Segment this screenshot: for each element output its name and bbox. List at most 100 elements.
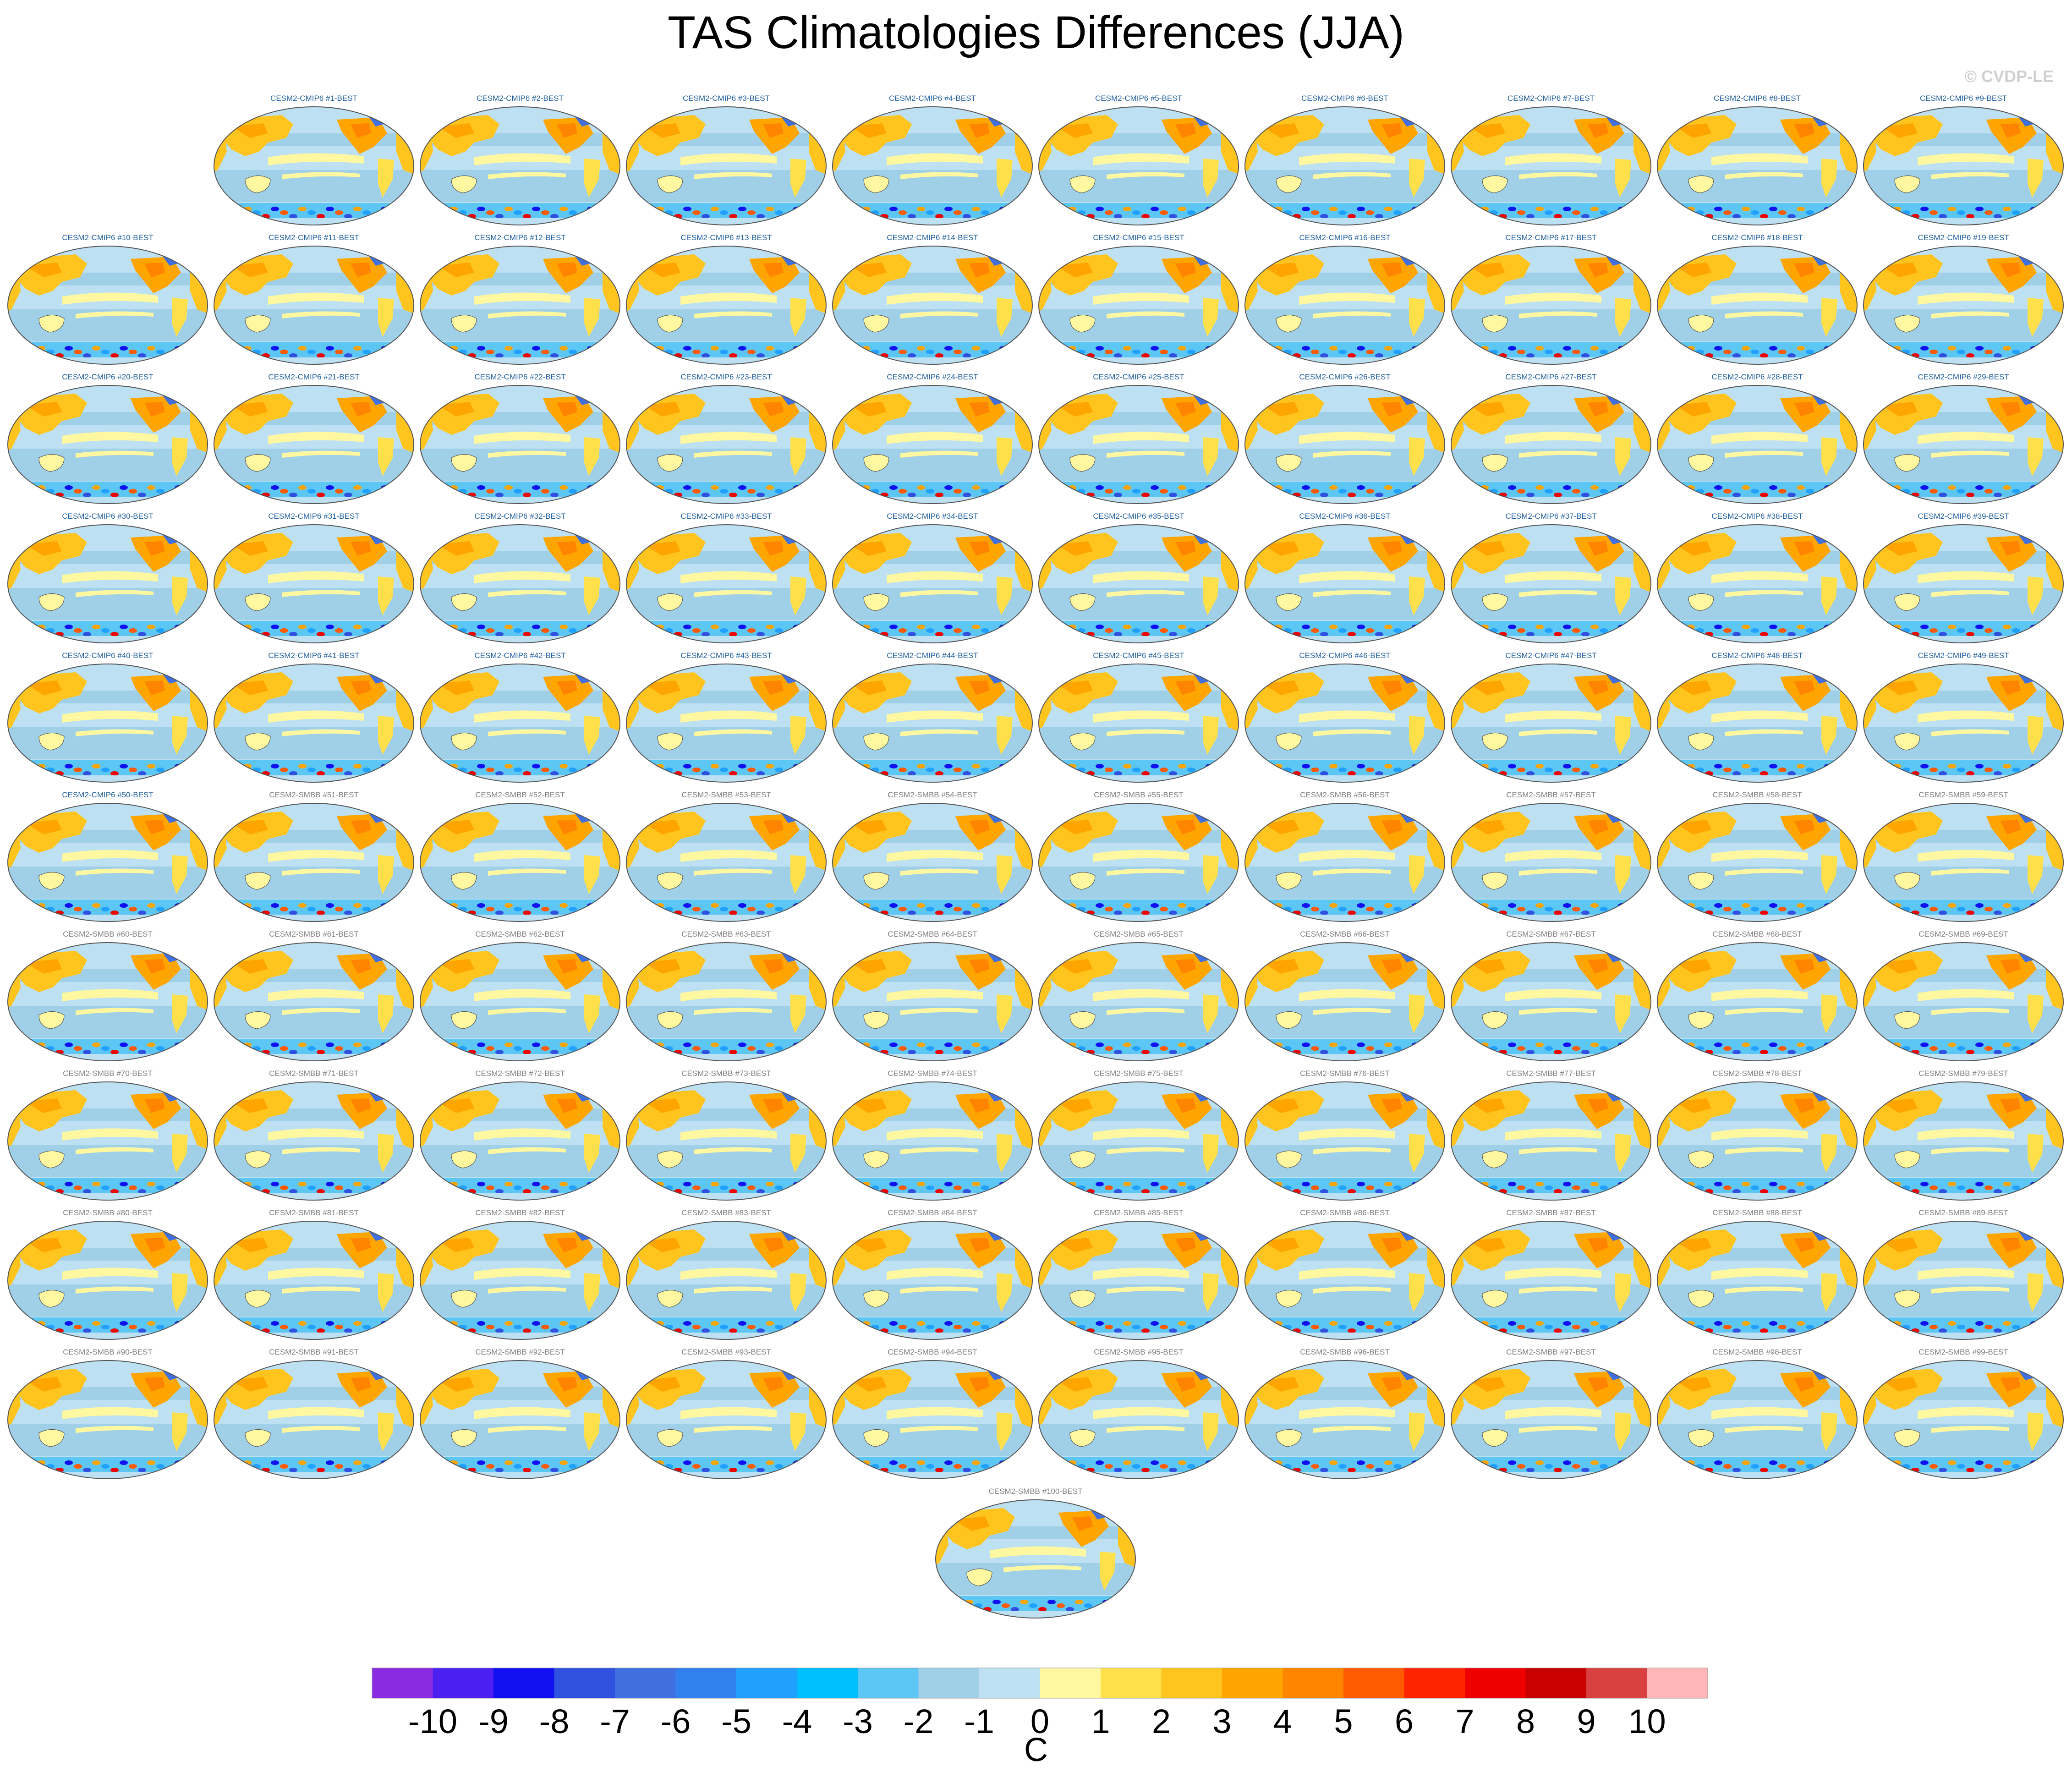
colorbar-box (1040, 1668, 1101, 1698)
panel-title: CESM2-CMIP6 #48-BEST (1711, 651, 1803, 660)
panel-title: CESM2-CMIP6 #25-BEST (1093, 373, 1184, 381)
colorbar-tick-label: 5 (1334, 1702, 1353, 1740)
map-panel: CESM2-CMIP6 #42-BEST (419, 651, 621, 784)
panel-title: CESM2-CMIP6 #37-BEST (1505, 512, 1597, 521)
map-panel: CESM2-CMIP6 #23-BEST (625, 373, 827, 505)
map-panel: CESM2-CMIP6 #20-BEST (7, 373, 208, 505)
panel-title: CESM2-SMBB #75-BEST (1094, 1069, 1184, 1078)
map-panel: CESM2-SMBB #98-BEST (1656, 1348, 1858, 1481)
map-panel: CESM2-SMBB #87-BEST (1450, 1208, 1652, 1341)
map-panel: CESM2-SMBB #72-BEST (419, 1069, 621, 1202)
panel-title: CESM2-SMBB #57-BEST (1506, 790, 1596, 799)
map-panel: CESM2-SMBB #95-BEST (1038, 1348, 1239, 1481)
map-panel: CESM2-CMIP6 #48-BEST (1656, 651, 1858, 784)
panel-title: CESM2-SMBB #81-BEST (269, 1208, 359, 1217)
map-panel: CESM2-CMIP6 #30-BEST (7, 512, 208, 645)
panel-title: CESM2-CMIP6 #38-BEST (1711, 512, 1803, 521)
colorbar-unit: C (1024, 1732, 1048, 1768)
colorbar-box (554, 1668, 615, 1698)
map-panel: CESM2-SMBB #57-BEST (1450, 790, 1652, 923)
map-panel: CESM2-SMBB #52-BEST (419, 790, 621, 923)
panel-title: CESM2-CMIP6 #11-BEST (268, 233, 360, 242)
colorbar-tick-label: 1 (1091, 1702, 1110, 1740)
panel-title: CESM2-CMIP6 #1-BEST (270, 94, 357, 103)
map-panel: CESM2-CMIP6 #49-BEST (1863, 651, 2064, 784)
panel-title: CESM2-SMBB #70-BEST (63, 1069, 153, 1078)
panel-title: CESM2-CMIP6 #18-BEST (1711, 233, 1803, 242)
map-panel: CESM2-CMIP6 #15-BEST (1038, 233, 1239, 366)
map-panel: CESM2-SMBB #76-BEST (1244, 1069, 1446, 1202)
colorbar-box (1283, 1668, 1343, 1698)
panel-title: CESM2-SMBB #84-BEST (888, 1208, 977, 1217)
map-panel: CESM2-CMIP6 #19-BEST (1863, 233, 2064, 366)
panel-title: CESM2-SMBB #51-BEST (269, 790, 359, 799)
colorbar-tick-label: -3 (843, 1702, 873, 1740)
colorbar-tick-label: -1 (964, 1702, 994, 1740)
map-panel: CESM2-CMIP6 #11-BEST (213, 233, 415, 366)
map-panel: CESM2-SMBB #54-BEST (832, 790, 1033, 923)
colorbar-box (1222, 1668, 1283, 1698)
panel-title: CESM2-CMIP6 #45-BEST (1093, 651, 1184, 660)
colorbar-box (979, 1668, 1040, 1698)
map-panel: CESM2-CMIP6 #13-BEST (625, 233, 827, 366)
panel-title: CESM2-SMBB #59-BEST (1919, 790, 2008, 799)
map-panel: CESM2-SMBB #75-BEST (1038, 1069, 1239, 1202)
map-panel: CESM2-CMIP6 #26-BEST (1244, 373, 1446, 505)
panel-title: CESM2-CMIP6 #4-BEST (889, 94, 976, 103)
map-panel: CESM2-SMBB #62-BEST (419, 930, 621, 1063)
panel-title: CESM2-SMBB #83-BEST (681, 1208, 771, 1217)
panel-title: CESM2-CMIP6 #10-BEST (62, 233, 153, 242)
panel-title: CESM2-CMIP6 #30-BEST (62, 512, 153, 521)
panel-title: CESM2-CMIP6 #5-BEST (1095, 94, 1182, 103)
panel-title: CESM2-SMBB #62-BEST (475, 930, 565, 938)
map-panel: CESM2-CMIP6 #29-BEST (1863, 373, 2064, 505)
panel-title: CESM2-SMBB #82-BEST (475, 1208, 565, 1217)
colorbar-box (675, 1668, 736, 1698)
panel-title: CESM2-SMBB #87-BEST (1506, 1208, 1596, 1217)
panel-title: CESM2-SMBB #66-BEST (1300, 930, 1390, 938)
colorbar-tick-label: -6 (661, 1702, 691, 1740)
panel-title: CESM2-CMIP6 #49-BEST (1918, 651, 2009, 660)
panel-title: CESM2-CMIP6 #19-BEST (1918, 233, 2009, 242)
map-panel: CESM2-SMBB #84-BEST (832, 1208, 1033, 1341)
panel-title: CESM2-CMIP6 #43-BEST (680, 651, 772, 660)
map-panel: CESM2-SMBB #77-BEST (1450, 1069, 1652, 1202)
watermark: © CVDP-LE (1964, 67, 2054, 86)
panel-title: CESM2-SMBB #64-BEST (888, 930, 977, 938)
panel-title: CESM2-CMIP6 #36-BEST (1299, 512, 1391, 521)
map-panel: CESM2-SMBB #86-BEST (1244, 1208, 1446, 1341)
map-panel: CESM2-SMBB #91-BEST (213, 1348, 415, 1481)
colorbar-tick-label: 4 (1273, 1702, 1292, 1740)
map-panel: CESM2-SMBB #71-BEST (213, 1069, 415, 1202)
panel-title: CESM2-CMIP6 #21-BEST (268, 373, 360, 381)
panel-title: CESM2-SMBB #90-BEST (63, 1348, 153, 1356)
map-panel: CESM2-SMBB #100-BEST (935, 1487, 1136, 1620)
panel-title: CESM2-SMBB #76-BEST (1300, 1069, 1390, 1078)
panel-title: CESM2-SMBB #69-BEST (1919, 930, 2008, 938)
map-panel: CESM2-CMIP6 #21-BEST (213, 373, 415, 505)
colorbar-tick-label: 2 (1152, 1702, 1171, 1740)
map-panel: CESM2-CMIP6 #12-BEST (419, 233, 621, 366)
panel-title: CESM2-CMIP6 #47-BEST (1505, 651, 1597, 660)
map-panel: CESM2-CMIP6 #6-BEST (1244, 94, 1446, 227)
panel-title: CESM2-SMBB #60-BEST (63, 930, 153, 938)
panel-title: CESM2-CMIP6 #6-BEST (1301, 94, 1388, 103)
colorbar-tick-label: 10 (1628, 1702, 1666, 1740)
panel-title: CESM2-CMIP6 #34-BEST (887, 512, 978, 521)
map-panel: CESM2-CMIP6 #16-BEST (1244, 233, 1446, 366)
map-panel: CESM2-SMBB #67-BEST (1450, 930, 1652, 1063)
panel-title: CESM2-SMBB #94-BEST (888, 1348, 977, 1356)
colorbar-box (1465, 1668, 1526, 1698)
colorbar-tick-label: 7 (1455, 1702, 1474, 1740)
panel-title: CESM2-SMBB #53-BEST (681, 790, 771, 799)
colorbar-box (1647, 1668, 1708, 1698)
colorbar-tick-label: -9 (478, 1702, 509, 1740)
map-panel: CESM2-SMBB #59-BEST (1863, 790, 2064, 923)
map-panel: CESM2-SMBB #61-BEST (213, 930, 415, 1063)
colorbar-tick-label: -7 (600, 1702, 630, 1740)
map-panel: CESM2-CMIP6 #33-BEST (625, 512, 827, 645)
panel-title: CESM2-SMBB #73-BEST (681, 1069, 771, 1078)
panel-title: CESM2-SMBB #92-BEST (475, 1348, 565, 1356)
colorbar-box (858, 1668, 919, 1698)
